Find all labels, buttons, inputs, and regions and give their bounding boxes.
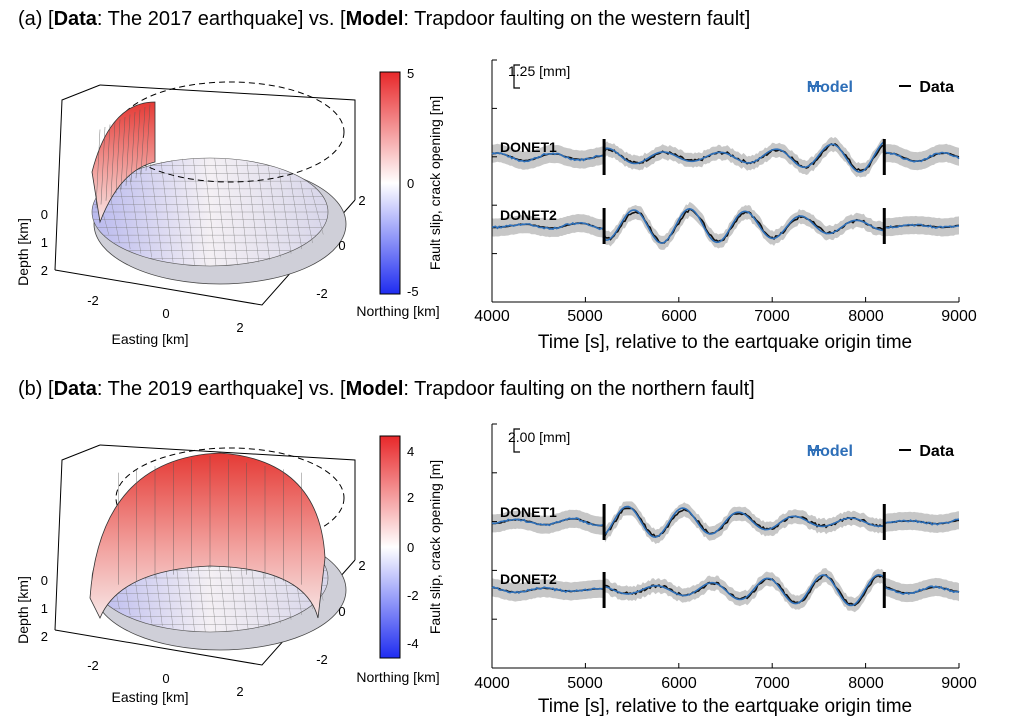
station-label: DONET2 [500, 207, 557, 223]
y-axis-label: Northing [km] [356, 669, 439, 685]
x-tick: 6000 [661, 675, 697, 692]
y-tick: 2 [358, 558, 365, 573]
legend-model: Model [807, 79, 853, 96]
x-tick: 7000 [754, 675, 790, 692]
x-tick: 9000 [941, 675, 977, 692]
x-axis-label: Easting [km] [111, 331, 188, 347]
axis-box [54, 84, 101, 271]
x-tick: 6000 [661, 308, 697, 325]
colorbar [379, 71, 401, 295]
x-tick: 2 [236, 320, 243, 335]
z-tick: 0 [41, 207, 48, 222]
data-uncertainty-band [492, 501, 959, 613]
scale-bar [513, 64, 520, 89]
fault-plane [89, 452, 326, 619]
x-tick: 5000 [567, 308, 603, 325]
z-tick: 0 [41, 573, 48, 588]
y-axis-label: Northing [km] [356, 303, 439, 319]
waveform-plot-a: 1.25 [mm] Model Data DONET1 DONET2 4000 … [474, 59, 977, 353]
x-tick: 8000 [848, 308, 884, 325]
axis-box [54, 444, 101, 631]
y-tick: -2 [316, 286, 328, 301]
uncertainty-band [492, 137, 959, 178]
legend-data: Data [919, 79, 954, 96]
data-word: Data [53, 378, 97, 400]
station-label: DONET2 [500, 571, 557, 587]
colorbar [379, 435, 401, 659]
x-tick: 0 [162, 306, 169, 321]
z-tick: 1 [41, 601, 48, 616]
colorbar-tick: 0 [407, 540, 414, 555]
z-tick: 1 [41, 235, 48, 250]
x-tick: 5000 [567, 675, 603, 692]
waveform-lines [491, 59, 960, 303]
fault-mesh [54, 81, 356, 306]
waveform-lines [491, 423, 960, 669]
x-tick: 0 [162, 671, 169, 686]
panel-b-title: (b) [Data: The 2019 earthquake] vs. [Mod… [18, 378, 755, 400]
y-tick: -2 [316, 652, 328, 667]
x-tick: -2 [87, 293, 99, 308]
data-word: Data [53, 8, 97, 30]
colorbar-tick: -4 [407, 636, 419, 651]
legend-data: Data [919, 443, 954, 460]
axis-box [99, 84, 356, 200]
panel-a-title: (a) [Data: The 2017 earthquake] vs. [Mod… [18, 8, 751, 30]
station-label: DONET1 [500, 504, 557, 520]
fault-plot-b: Depth [km] Easting [km] Northing [km] 0 … [15, 435, 443, 705]
x-tick: 4000 [474, 675, 510, 692]
model-trace [491, 207, 960, 244]
scale-bar [513, 428, 520, 453]
colorbar-tick: 4 [407, 444, 414, 459]
y-tick: 0 [338, 238, 345, 253]
x-axis-label: Time [s], relative to the eartquake orig… [538, 696, 912, 717]
fault-wall [89, 452, 326, 619]
x-axis-label: Time [s], relative to the eartquake orig… [538, 332, 912, 353]
colorbar-tick: -2 [407, 588, 419, 603]
z-axis-label: Depth [km] [15, 576, 31, 644]
x-tick: 9000 [941, 308, 977, 325]
axis-box [99, 444, 356, 560]
scale-bar-label: 1.25 [mm] [508, 63, 570, 79]
colorbar-label: Fault slip, crack opening [m] [427, 460, 443, 634]
model-word: Model [345, 378, 404, 400]
model-trace [491, 573, 960, 607]
x-tick: 7000 [754, 308, 790, 325]
waveform-plot-b: 2.00 [mm] Model Data DONET1 DONET2 4000 … [474, 423, 977, 717]
scale-bar-label: 2.00 [mm] [508, 429, 570, 445]
x-tick: 8000 [848, 675, 884, 692]
fault-plane [91, 101, 156, 224]
legend-model: Model [807, 443, 853, 460]
station-label: DONET1 [500, 139, 557, 155]
fault-wall [91, 101, 156, 224]
x-tick: 4000 [474, 308, 510, 325]
z-axis-label: Depth [km] [15, 218, 31, 286]
colorbar-tick: 5 [407, 66, 414, 81]
z-tick: 2 [41, 629, 48, 644]
x-tick: 2 [236, 684, 243, 699]
x-tick: -2 [87, 658, 99, 673]
fault-plot-a: Depth [km] Easting [km] Northing [km] 0 … [15, 66, 443, 347]
fault-trace [115, 81, 345, 183]
model-trace [491, 140, 960, 173]
model-trace [491, 505, 960, 538]
x-axis-label: Easting [km] [111, 689, 188, 705]
y-tick: 2 [358, 193, 365, 208]
colorbar-tick: -5 [407, 284, 419, 299]
colorbar-tick: 2 [407, 490, 414, 505]
colorbar-tick: 0 [407, 176, 414, 191]
model-word: Model [345, 8, 404, 30]
colorbar-label: Fault slip, crack opening [m] [427, 96, 443, 270]
z-tick: 2 [41, 263, 48, 278]
y-tick: 0 [338, 604, 345, 619]
